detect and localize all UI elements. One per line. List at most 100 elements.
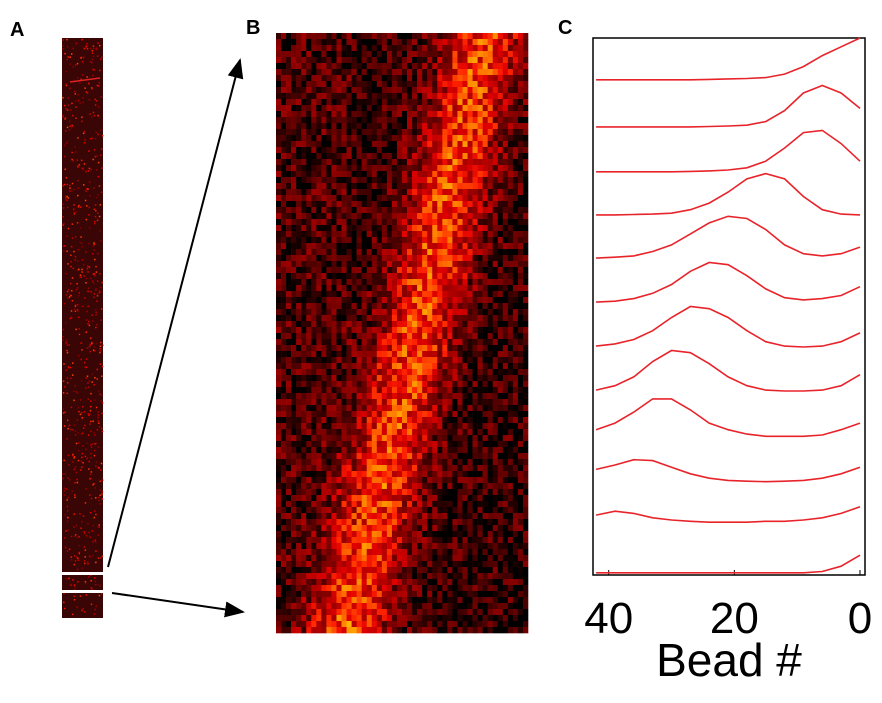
heatmap-pixel	[316, 279, 321, 285]
heatmap-pixel	[518, 459, 523, 465]
heatmap-pixel	[402, 489, 407, 495]
strip-pixel	[99, 503, 101, 505]
heatmap-pixel	[342, 531, 347, 537]
heatmap-pixel	[503, 471, 508, 477]
heatmap-pixel	[311, 117, 316, 123]
strip-pixel	[101, 395, 103, 397]
heatmap-pixel	[372, 57, 377, 63]
heatmap-pixel	[523, 249, 528, 255]
heatmap-pixel	[473, 393, 478, 399]
heatmap-pixel	[281, 369, 286, 375]
heatmap-pixel	[342, 195, 347, 201]
heatmap-pixel	[352, 441, 357, 447]
heatmap-pixel	[432, 405, 437, 411]
heatmap-pixel	[437, 285, 442, 291]
heatmap-pixel	[357, 447, 362, 453]
heatmap-pixel	[503, 315, 508, 321]
heatmap-pixel	[311, 141, 316, 147]
heatmap-pixel	[422, 297, 427, 303]
heatmap-pixel	[387, 471, 392, 477]
heatmap-pixel	[478, 351, 483, 357]
heatmap-pixel	[342, 351, 347, 357]
heatmap-pixel	[377, 465, 382, 471]
heatmap-pixel	[286, 81, 291, 87]
heatmap-pixel	[387, 465, 392, 471]
heatmap-pixel	[432, 285, 437, 291]
heatmap-pixel	[402, 327, 407, 333]
heatmap-pixel	[518, 111, 523, 117]
heatmap-pixel	[437, 237, 442, 243]
heatmap-pixel	[473, 465, 478, 471]
heatmap-pixel	[412, 507, 417, 513]
strip-pixel	[62, 473, 64, 475]
heatmap-pixel	[367, 435, 372, 441]
heatmap-pixel	[412, 531, 417, 537]
heatmap-pixel	[331, 267, 336, 273]
heatmap-pixel	[442, 465, 447, 471]
heatmap-pixel	[407, 195, 412, 201]
heatmap-pixel	[447, 543, 452, 549]
heatmap-pixel	[493, 51, 498, 57]
heatmap-pixel	[306, 219, 311, 225]
heatmap-pixel	[392, 291, 397, 297]
heatmap-pixel	[301, 195, 306, 201]
heatmap-pixel	[326, 351, 331, 357]
heatmap-pixel	[488, 327, 493, 333]
heatmap-pixel	[468, 57, 473, 63]
heatmap-pixel	[523, 285, 528, 291]
strip-pixel	[87, 271, 89, 273]
heatmap-pixel	[382, 135, 387, 141]
heatmap-pixel	[437, 75, 442, 81]
heatmap-pixel	[382, 219, 387, 225]
heatmap-pixel	[493, 531, 498, 537]
heatmap-pixel	[473, 369, 478, 375]
heatmap-pixel	[412, 135, 417, 141]
heatmap-pixel	[417, 387, 422, 393]
heatmap-pixel	[352, 93, 357, 99]
heatmap-pixel	[276, 183, 281, 189]
heatmap-pixel	[473, 45, 478, 51]
heatmap-pixel	[362, 171, 367, 177]
heatmap-pixel	[452, 465, 457, 471]
heatmap-pixel	[326, 501, 331, 507]
heatmap-pixel	[342, 297, 347, 303]
heatmap-pixel	[437, 441, 442, 447]
heatmap-pixel	[473, 177, 478, 183]
heatmap-pixel	[412, 441, 417, 447]
heatmap-pixel	[392, 93, 397, 99]
heatmap-pixel	[347, 111, 352, 117]
heatmap-pixel	[452, 135, 457, 141]
heatmap-pixel	[286, 237, 291, 243]
heatmap-pixel	[276, 117, 281, 123]
strip-pixel	[90, 169, 92, 171]
heatmap-pixel	[372, 429, 377, 435]
strip-pixel	[82, 102, 84, 104]
heatmap-pixel	[483, 423, 488, 429]
strip-pixel	[77, 310, 79, 312]
heatmap-pixel	[342, 45, 347, 51]
heatmap-pixel	[513, 405, 518, 411]
heatmap-pixel	[508, 303, 513, 309]
heatmap-pixel	[427, 369, 432, 375]
heatmap-pixel	[437, 447, 442, 453]
heatmap-pixel	[412, 309, 417, 315]
heatmap-pixel	[488, 165, 493, 171]
strip-pixel	[80, 274, 82, 276]
heatmap-pixel	[462, 129, 467, 135]
heatmap-pixel	[402, 249, 407, 255]
heatmap-pixel	[523, 57, 528, 63]
heatmap-pixel	[367, 327, 372, 333]
heatmap-pixel	[432, 435, 437, 441]
strip-pixel	[101, 493, 103, 495]
heatmap-pixel	[513, 105, 518, 111]
heatmap-pixel	[306, 339, 311, 345]
heatmap-pixel	[473, 459, 478, 465]
heatmap-pixel	[417, 33, 422, 39]
heatmap-pixel	[427, 537, 432, 543]
heatmap-pixel	[316, 513, 321, 519]
strip-pixel	[81, 276, 83, 278]
heatmap-pixel	[377, 81, 382, 87]
strip-pixel	[74, 494, 76, 496]
heatmap-pixel	[478, 105, 483, 111]
heatmap-pixel	[523, 141, 528, 147]
